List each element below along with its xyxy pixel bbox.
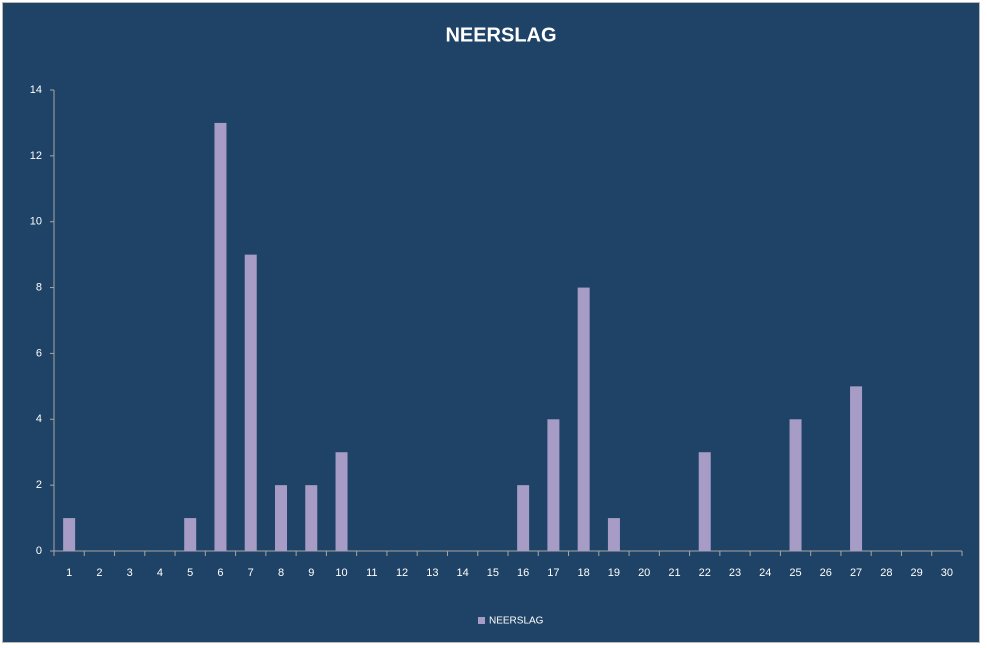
y-tick-label: 8 bbox=[36, 281, 42, 293]
x-tick-label: 1 bbox=[66, 567, 72, 579]
y-tick-label: 10 bbox=[30, 216, 42, 228]
x-tick-label: 28 bbox=[880, 567, 892, 579]
x-tick-label: 22 bbox=[699, 567, 711, 579]
bar bbox=[517, 485, 530, 551]
x-tick-label: 19 bbox=[608, 567, 620, 579]
y-tick-label: 14 bbox=[30, 84, 42, 96]
x-tick-label: 23 bbox=[729, 567, 741, 579]
x-tick-label: 17 bbox=[547, 567, 559, 579]
x-tick-label: 12 bbox=[396, 567, 408, 579]
x-tick-label: 20 bbox=[638, 567, 650, 579]
bar bbox=[547, 419, 560, 551]
x-tick-label: 9 bbox=[308, 567, 314, 579]
x-tick-label: 24 bbox=[759, 567, 771, 579]
legend-label: NEERSLAG bbox=[489, 616, 544, 627]
y-tick-label: 2 bbox=[36, 479, 42, 491]
bar bbox=[789, 419, 802, 551]
x-tick-label: 2 bbox=[96, 567, 102, 579]
x-tick-label: 7 bbox=[248, 567, 254, 579]
x-tick-label: 15 bbox=[487, 567, 499, 579]
bar bbox=[184, 518, 197, 551]
chart-title: NEERSLAG bbox=[445, 24, 556, 46]
x-tick-label: 18 bbox=[578, 567, 590, 579]
x-tick-label: 16 bbox=[517, 567, 529, 579]
x-tick-label: 10 bbox=[335, 567, 347, 579]
bar bbox=[607, 518, 620, 551]
bar bbox=[244, 254, 257, 551]
x-tick-label: 30 bbox=[941, 567, 953, 579]
x-tick-label: 11 bbox=[366, 567, 377, 579]
x-tick-label: 5 bbox=[187, 567, 193, 579]
x-tick-label: 26 bbox=[820, 567, 832, 579]
x-tick-label: 8 bbox=[278, 567, 284, 579]
x-tick-label: 4 bbox=[157, 567, 163, 579]
x-tick-label: 21 bbox=[668, 567, 680, 579]
x-tick-label: 25 bbox=[789, 567, 801, 579]
x-tick-label: 27 bbox=[850, 567, 862, 579]
bar bbox=[63, 518, 76, 551]
y-tick-label: 4 bbox=[36, 413, 42, 425]
bar bbox=[698, 452, 711, 551]
bar bbox=[275, 485, 287, 551]
y-tick-label: 6 bbox=[36, 347, 42, 359]
x-tick-label: 29 bbox=[910, 567, 922, 579]
bar bbox=[577, 287, 590, 551]
x-tick-label: 3 bbox=[127, 567, 133, 579]
bar bbox=[850, 386, 863, 551]
x-tick-label: 13 bbox=[426, 567, 438, 579]
bar bbox=[305, 485, 318, 551]
bar bbox=[214, 122, 227, 551]
x-tick-label: 14 bbox=[456, 567, 468, 579]
x-tick-label: 6 bbox=[217, 567, 223, 579]
y-tick-label: 12 bbox=[30, 150, 42, 162]
legend-swatch bbox=[478, 617, 485, 624]
bar bbox=[335, 452, 348, 551]
y-tick-label: 0 bbox=[36, 545, 42, 557]
